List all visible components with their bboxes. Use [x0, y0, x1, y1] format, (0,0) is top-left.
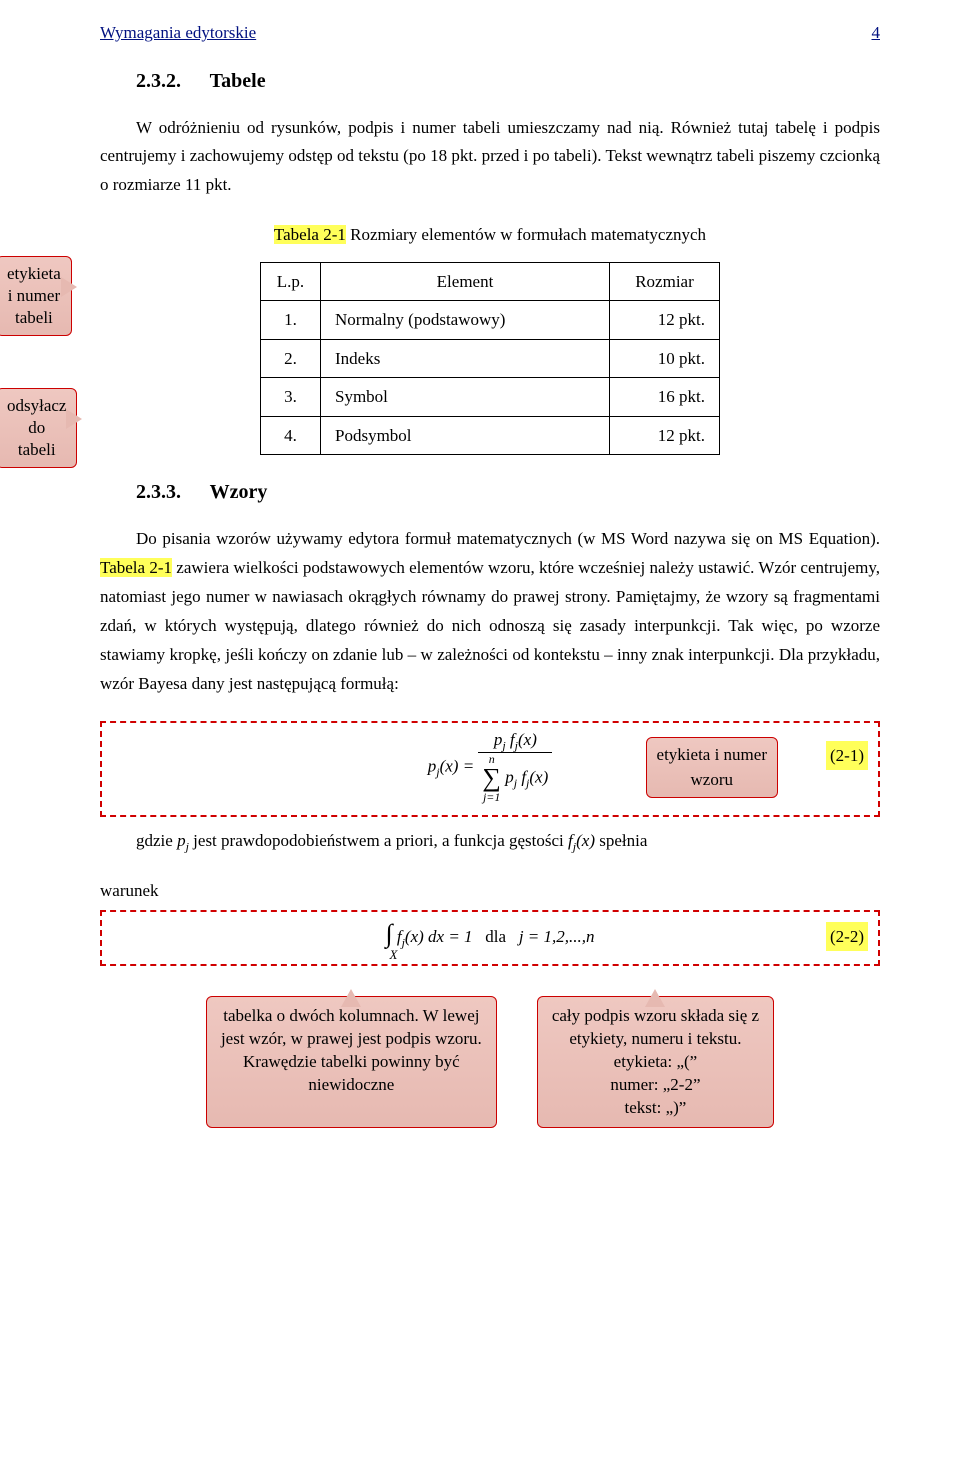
- equation-bayes: pj(x) = pj fj(x) n∑j=1 pj fj(x): [428, 731, 553, 805]
- table-col-element: Element: [321, 262, 610, 301]
- callout-tabelka-wzoru: tabelka o dwóch kolumnach. W lewej jest …: [206, 996, 497, 1129]
- callout-etykieta-wzoru: etykieta i numer wzoru: [646, 737, 778, 798]
- para-text: zawiera wielkości podstawowych elementów…: [100, 558, 880, 693]
- bottom-callouts: tabelka o dwóch kolumnach. W lewej jest …: [100, 996, 880, 1129]
- equation-box-2: ∫X fj(x) dx = 1 dla j = 1,2,...,n (2-2): [100, 910, 880, 966]
- table-col-lp: L.p.: [261, 262, 321, 301]
- callout-podpis-wzoru: cały podpis wzoru składa się z etykiety,…: [537, 996, 774, 1129]
- heading-title: Wzory: [210, 481, 268, 503]
- para-text: gdzie: [136, 831, 177, 850]
- table-row: 1. Normalny (podstawowy) 12 pkt.: [261, 301, 720, 340]
- callout-odsylacz-tabeli: odsyłacz do tabeli: [0, 388, 77, 468]
- heading-2-3-3: 2.3.3. Wzory: [136, 477, 880, 507]
- inline-math-pj: pj: [177, 831, 189, 850]
- table-col-rozmiar: Rozmiar: [610, 262, 720, 301]
- equation-integral: ∫X fj(x) dx = 1 dla j = 1,2,...,n: [385, 920, 594, 950]
- table-caption-text: Rozmiary elementów w formułach matematyc…: [346, 225, 706, 244]
- table-row: 2. Indeks 10 pkt.: [261, 339, 720, 378]
- para-text: jest prawdopodobieństwem a priori, a fun…: [189, 831, 568, 850]
- equation-box-1: pj(x) = pj fj(x) n∑j=1 pj fj(x) etykieta…: [100, 721, 880, 817]
- table-row: 3. Symbol 16 pkt.: [261, 378, 720, 417]
- table-area: Tabela 2-1 Rozmiary elementów w formułac…: [100, 222, 880, 455]
- heading-number: 2.3.2.: [136, 70, 181, 92]
- paragraph-warunek: warunek: [100, 878, 880, 904]
- header-page-number: 4: [872, 20, 881, 46]
- table-ref: Tabela 2-1: [100, 558, 172, 577]
- equation-number-2: (2-2): [826, 922, 868, 952]
- paragraph-gdzie: gdzie pj jest prawdopodobieństwem a prio…: [100, 827, 880, 857]
- para-text: spełnia: [595, 831, 647, 850]
- table-row: 4. Podsymbol 12 pkt.: [261, 416, 720, 455]
- table-caption: Tabela 2-1 Rozmiary elementów w formułac…: [100, 222, 880, 248]
- paragraph-tabele: W odróżnieniu od rysunków, podpis i nume…: [100, 114, 880, 201]
- heading-number: 2.3.3.: [136, 481, 181, 503]
- table-header-row: L.p. Element Rozmiar: [261, 262, 720, 301]
- page-header: Wymagania edytorskie 4: [100, 20, 880, 46]
- callout-etykieta-tabeli: etykieta i numer tabeli: [0, 256, 72, 336]
- paragraph-wzory: Do pisania wzorów używamy edytora formuł…: [100, 525, 880, 698]
- inline-math-fj: fj(x): [568, 831, 595, 850]
- table-caption-label: Tabela 2-1: [274, 225, 346, 244]
- equation-number-1: (2-1): [826, 741, 868, 771]
- table-sizes: L.p. Element Rozmiar 1. Normalny (podsta…: [260, 262, 720, 456]
- para-text: Do pisania wzorów używamy edytora formuł…: [136, 529, 880, 548]
- header-title: Wymagania edytorskie: [100, 20, 256, 46]
- heading-2-3-2: 2.3.2. Tabele: [136, 66, 880, 96]
- heading-title: Tabele: [210, 70, 266, 92]
